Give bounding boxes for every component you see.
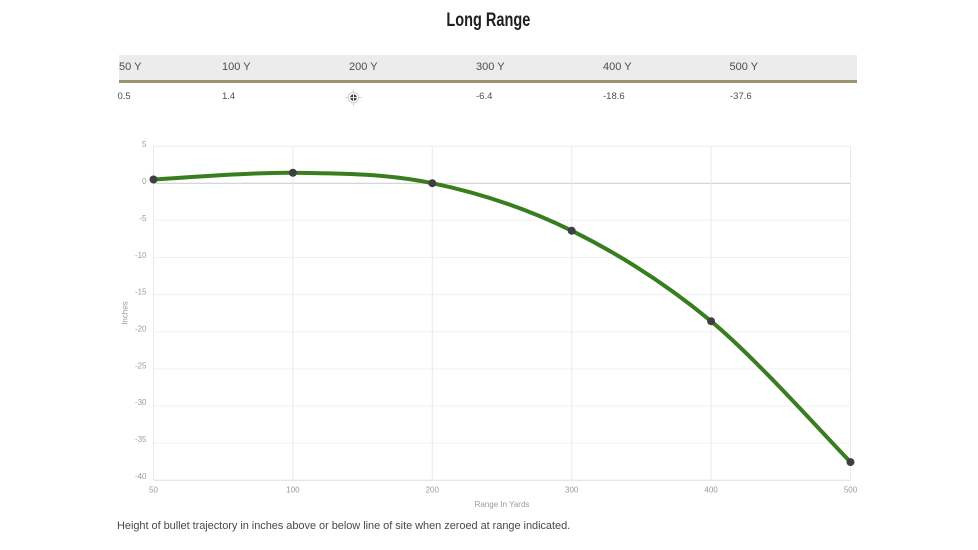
svg-text:500: 500 bbox=[844, 486, 858, 495]
svg-text:50: 50 bbox=[149, 486, 158, 495]
svg-text:5: 5 bbox=[142, 140, 147, 149]
svg-text:-30: -30 bbox=[135, 398, 147, 407]
svg-text:-5: -5 bbox=[139, 214, 147, 223]
svg-text:-35: -35 bbox=[135, 435, 147, 444]
svg-text:Inches: Inches bbox=[121, 301, 130, 325]
svg-text:-20: -20 bbox=[135, 325, 147, 334]
svg-text:400: 400 bbox=[704, 486, 718, 495]
svg-text:-10: -10 bbox=[135, 251, 147, 260]
svg-text:0: 0 bbox=[142, 177, 147, 186]
svg-text:200: 200 bbox=[426, 486, 440, 495]
svg-text:-25: -25 bbox=[135, 361, 147, 370]
svg-text:300: 300 bbox=[565, 486, 579, 495]
svg-text:-15: -15 bbox=[135, 288, 147, 297]
svg-text:-40: -40 bbox=[135, 472, 147, 481]
svg-text:100: 100 bbox=[286, 486, 300, 495]
svg-text:Range In Yards: Range In Yards bbox=[475, 500, 530, 509]
